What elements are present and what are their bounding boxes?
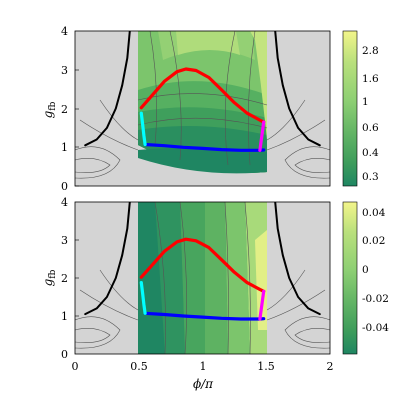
bottom-colorbar: 0.04 0.02 0 -0.02 -0.04 bbox=[342, 201, 389, 355]
bottom-cb-tick-2: 0 bbox=[362, 264, 369, 276]
top-ytick-3: 3 bbox=[61, 64, 68, 77]
top-red-curve bbox=[139, 67, 266, 124]
top-cb-tick-2: 1 bbox=[362, 96, 369, 108]
top-colorbar: 2.8 1.6 1 0.6 0.4 0.3 bbox=[342, 30, 379, 187]
top-yticks: 0 1 2 3 4 bbox=[61, 25, 79, 193]
bottom-cb-tick-3: -0.02 bbox=[362, 293, 389, 305]
top-cb-tick-3: 0.6 bbox=[362, 122, 379, 134]
top-blue-curve bbox=[143, 142, 266, 152]
bottom-black-left-curve bbox=[84, 202, 131, 316]
top-heatmap bbox=[138, 31, 267, 174]
top-curves bbox=[84, 31, 321, 152]
bottom-xtick-2: 1 bbox=[200, 360, 207, 373]
bottom-blue-curve bbox=[143, 311, 266, 321]
bottom-xlabel: ϕ/π bbox=[193, 377, 214, 391]
top-ylabel: gfb bbox=[41, 101, 58, 118]
bottom-red-curve bbox=[139, 237, 266, 293]
bottom-xtick-3: 1.5 bbox=[257, 360, 275, 373]
bottom-xticks: 0 0.5 1 1.5 2 bbox=[72, 360, 334, 373]
top-ytick-2: 2 bbox=[61, 103, 68, 116]
bottom-xtick-0: 0 bbox=[72, 360, 79, 373]
top-ytick-1: 1 bbox=[61, 141, 68, 154]
bottom-curves bbox=[84, 202, 321, 321]
bottom-contours bbox=[75, 202, 330, 354]
bottom-ytick-2: 2 bbox=[61, 272, 68, 285]
bottom-cb-tick-0: 0.04 bbox=[362, 207, 386, 219]
top-cb-tick-4: 0.4 bbox=[362, 147, 379, 159]
bottom-cb-tick-4: -0.04 bbox=[362, 322, 389, 334]
top-black-left-curve bbox=[84, 31, 131, 147]
top-black-right-curve bbox=[274, 31, 321, 147]
top-ytick-0: 0 bbox=[61, 180, 68, 193]
bottom-heatmap bbox=[138, 202, 267, 354]
bottom-ytick-0: 0 bbox=[61, 348, 68, 361]
top-cb-tick-5: 0.3 bbox=[362, 171, 379, 183]
bottom-magenta-curve bbox=[258, 289, 266, 321]
top-cb-tick-1: 1.6 bbox=[362, 73, 379, 85]
top-cyan-curve bbox=[139, 111, 147, 147]
top-magenta-curve bbox=[258, 120, 266, 152]
bottom-panel: 0 1 2 3 4 0 0.5 1 1.5 2 gfb ϕ/π bbox=[41, 196, 334, 391]
top-cb-tick-0: 2.8 bbox=[362, 45, 379, 57]
bottom-ytick-3: 3 bbox=[61, 234, 68, 247]
bottom-ytick-1: 1 bbox=[61, 310, 68, 323]
bottom-cyan-curve bbox=[139, 281, 147, 315]
bottom-xtick-1: 0.5 bbox=[130, 360, 148, 373]
bottom-xtick-4: 2 bbox=[327, 360, 334, 373]
top-axes-frame bbox=[74, 30, 331, 187]
bottom-black-right-curve bbox=[274, 202, 321, 316]
top-ytick-4: 4 bbox=[61, 25, 68, 38]
bottom-cb-tick-1: 0.02 bbox=[362, 235, 385, 247]
bottom-ylabel: gfb bbox=[41, 269, 58, 286]
bottom-ytick-4: 4 bbox=[61, 196, 68, 209]
top-panel: 0 1 2 3 4 gfb bbox=[41, 25, 331, 193]
bottom-yticks: 0 1 2 3 4 bbox=[61, 196, 79, 361]
